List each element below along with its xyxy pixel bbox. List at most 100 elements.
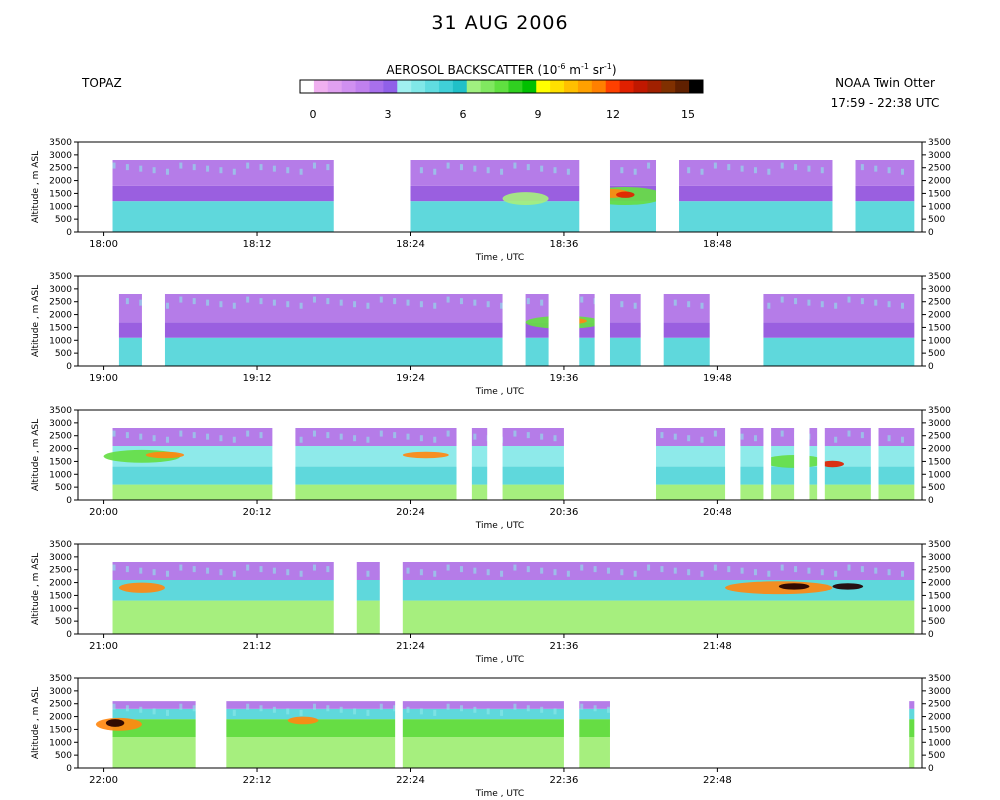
chart-title: 31 AUG 2006	[431, 12, 569, 34]
y-tick-label-left: 3000	[49, 419, 72, 429]
y-tick-label-right: 2500	[928, 566, 951, 576]
backscatter-texture	[900, 436, 904, 443]
panel-frame	[77, 677, 923, 769]
backscatter-texture	[740, 567, 744, 574]
y-tick-label-left: 500	[55, 483, 72, 493]
backscatter-texture	[580, 296, 584, 303]
data-gap	[379, 544, 403, 634]
backscatter-texture	[459, 164, 463, 171]
x-tick-label: 21:12	[243, 641, 272, 652]
backscatter-texture	[326, 298, 330, 305]
backscatter-layer	[112, 580, 915, 601]
backscatter-texture	[860, 566, 864, 573]
y-tick-label-right: 2500	[928, 164, 951, 174]
backscatter-texture	[406, 567, 410, 574]
backscatter-texture	[272, 706, 276, 713]
colorbar-segment	[536, 80, 551, 93]
backscatter-texture	[419, 435, 423, 442]
backscatter-texture	[540, 433, 544, 440]
backscatter-layer	[112, 708, 915, 720]
backscatter-texture	[219, 435, 223, 442]
backscatter-texture	[125, 432, 129, 439]
backscatter-texture	[112, 162, 116, 169]
data-gap	[141, 276, 165, 366]
y-tick-label-left: 3500	[49, 674, 72, 684]
data-gap	[195, 678, 227, 768]
colorbar-segment	[550, 80, 565, 93]
colorbar-segment	[508, 80, 523, 93]
y-tick-label-right: 1500	[928, 725, 951, 735]
colorbar-segment	[383, 80, 398, 93]
colorbar-title-exp2: -1	[580, 62, 589, 71]
backscatter-texture	[286, 569, 290, 576]
backscatter-texture	[794, 164, 798, 171]
y-tick-label-left: 500	[55, 349, 72, 359]
y-tick-label-right: 2000	[928, 177, 951, 187]
backscatter-texture	[299, 436, 303, 443]
backscatter-texture	[687, 301, 691, 308]
backscatter-texture	[473, 165, 477, 172]
backscatter-texture	[353, 301, 357, 308]
y-tick-label-left: 3000	[49, 553, 72, 563]
backscatter-texture	[713, 564, 717, 571]
y-tick-label-right: 3500	[928, 138, 951, 148]
y-tick-label-right: 2000	[928, 713, 951, 723]
backscatter-texture	[780, 162, 784, 169]
backscatter-texture	[312, 162, 316, 169]
backscatter-texture	[513, 162, 517, 169]
y-tick-label-right: 3500	[928, 674, 951, 684]
backscatter-texture	[553, 569, 557, 576]
backscatter-texture	[152, 435, 156, 442]
colorbar-title-prefix: AEROSOL BACKSCATTER (10	[386, 63, 558, 77]
panel: 0 0 500 500 1000 1000 1500 1500 2000 2000 2500 2500…	[31, 406, 951, 531]
y-axis-label: Altitude , m ASL	[31, 687, 41, 759]
backscatter-texture	[219, 167, 223, 174]
backscatter-texture	[165, 709, 169, 716]
y-axis-label: Altitude , m ASL	[31, 285, 41, 357]
backscatter-texture	[433, 168, 437, 175]
data-gap	[487, 410, 503, 500]
backscatter-texture	[526, 566, 530, 573]
backscatter-texture	[513, 430, 517, 437]
colorbar-tick-label: 6	[460, 108, 467, 121]
backscatter-texture	[299, 302, 303, 309]
backscatter-texture	[900, 570, 904, 577]
backscatter-texture	[246, 296, 250, 303]
y-tick-label-right: 1500	[928, 457, 951, 467]
y-tick-label-right: 1000	[928, 604, 951, 614]
backscatter-texture	[433, 709, 437, 716]
backscatter-texture	[366, 709, 370, 716]
backscatter-layer	[112, 466, 915, 485]
backscatter-texture	[874, 165, 878, 172]
backscatter-texture	[326, 705, 330, 712]
backscatter-texture	[139, 567, 143, 574]
y-tick-label-right: 3000	[928, 419, 951, 429]
x-tick-label: 22:24	[396, 775, 425, 786]
backscatter-texture	[900, 302, 904, 309]
backscatter-texture	[232, 302, 236, 309]
y-tick-label-right: 0	[928, 228, 934, 238]
backscatter-layer	[112, 600, 915, 634]
colorbar-segment	[675, 80, 690, 93]
backscatter-texture	[500, 709, 504, 716]
x-tick-label: 19:48	[703, 373, 732, 384]
backscatter-texture	[366, 436, 370, 443]
backscatter-texture	[286, 301, 290, 308]
aerosol-feature	[145, 451, 185, 459]
y-tick-label-left: 3000	[49, 285, 72, 295]
x-tick-label: 20:48	[703, 507, 732, 518]
data-gap	[395, 678, 403, 768]
backscatter-texture	[406, 706, 410, 713]
y-tick-label-left: 1000	[49, 470, 72, 480]
backscatter-texture	[446, 703, 450, 710]
backscatter-texture	[219, 301, 223, 308]
x-axis-label: Time , UTC	[475, 387, 524, 397]
backscatter-texture	[526, 705, 530, 712]
backscatter-texture	[874, 299, 878, 306]
y-tick-label-right: 2000	[928, 311, 951, 321]
backscatter-texture	[192, 566, 196, 573]
y-tick-label-left: 3500	[49, 138, 72, 148]
backscatter-texture	[713, 162, 717, 169]
backscatter-texture	[259, 566, 263, 573]
backscatter-texture	[847, 564, 851, 571]
